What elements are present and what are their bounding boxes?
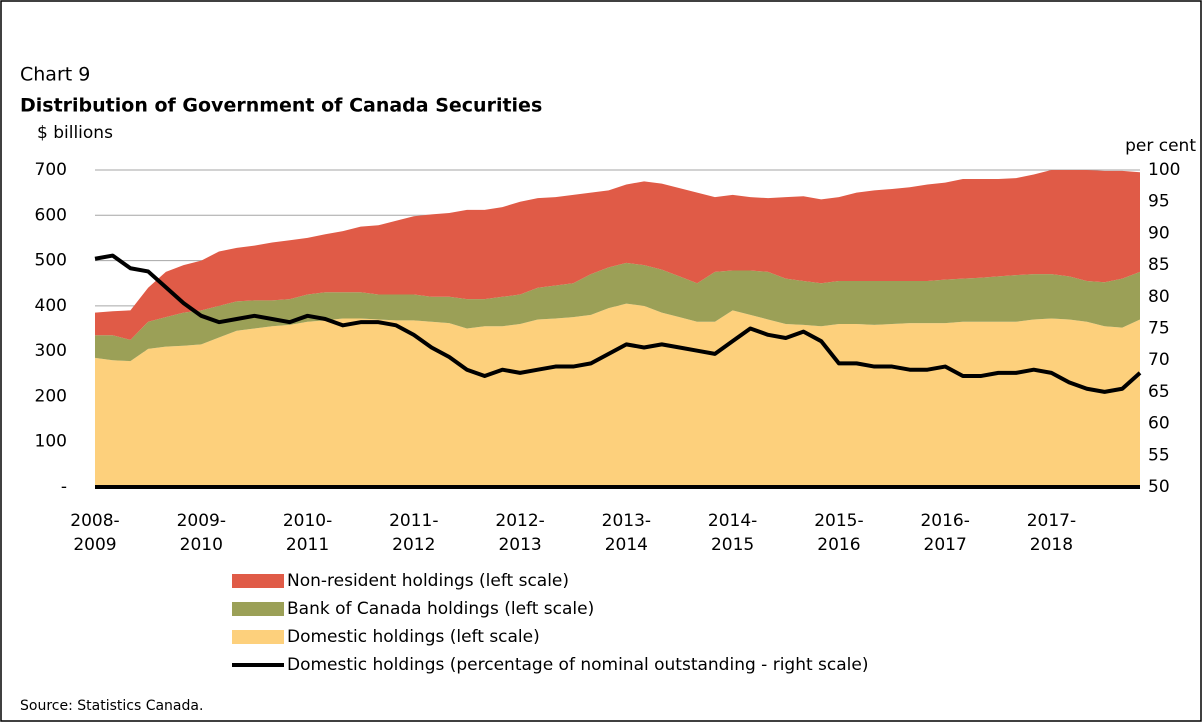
y2-tick-label: 50 xyxy=(1148,477,1170,497)
x-tick-label: 2009-2010 xyxy=(177,511,226,555)
x-tick-label: 2015-2016 xyxy=(814,511,863,555)
legend-swatch xyxy=(232,630,284,644)
chart-title: Distribution of Government of Canada Sec… xyxy=(20,95,542,117)
x-tick-label: 2008-2009 xyxy=(70,511,119,555)
area xyxy=(95,170,1140,340)
chart-label: Chart 9 xyxy=(20,64,90,86)
y2-tick-label: 80 xyxy=(1148,287,1170,307)
y2-tick-label: 100 xyxy=(1148,160,1180,180)
area xyxy=(95,262,1140,362)
legend-label: Domestic holdings (left scale) xyxy=(287,627,540,647)
y2-tick-label: 65 xyxy=(1148,382,1170,402)
x-tick-label: 2017-2018 xyxy=(1027,511,1076,555)
y2-tick-label: 75 xyxy=(1148,319,1170,339)
legend-label: Bank of Canada holdings (left scale) xyxy=(287,599,594,619)
x-tick-label: 2011-2012 xyxy=(389,511,438,555)
y2-tick-label: 90 xyxy=(1148,223,1170,243)
legend-swatch xyxy=(232,602,284,616)
source: Source: Statistics Canada. xyxy=(20,698,203,714)
line xyxy=(94,253,1142,394)
y-tick-label: 600 xyxy=(35,205,67,225)
y-tick-label: 700 xyxy=(35,160,67,180)
y-axis-label: $ billions xyxy=(37,123,113,143)
y-tick-label: 100 xyxy=(35,432,67,452)
x-tick-label: 2014-2015 xyxy=(708,511,757,555)
x-tick-label: 2013-2014 xyxy=(602,511,651,555)
legend-swatch xyxy=(232,574,284,588)
y2-tick-label: 60 xyxy=(1148,414,1170,434)
y-tick-label: 200 xyxy=(35,386,67,406)
x-tick-label: 2012-2013 xyxy=(495,511,544,555)
legend-label: Non-resident holdings (left scale) xyxy=(287,571,569,591)
y-tick-label: - xyxy=(61,477,67,497)
y-tick-label: 500 xyxy=(35,251,67,271)
y-tick-label: 400 xyxy=(35,296,67,316)
x-tick-label: 2010-2011 xyxy=(283,511,332,555)
area xyxy=(95,303,1140,487)
y2-tick-label: 85 xyxy=(1148,255,1170,275)
y-tick-label: 300 xyxy=(35,341,67,361)
y2-axis-label: per cent xyxy=(1125,136,1196,156)
y2-tick-label: 70 xyxy=(1148,350,1170,370)
y2-tick-label: 95 xyxy=(1148,192,1170,212)
y2-tick-label: 55 xyxy=(1148,445,1170,465)
legend-label: Domestic holdings (percentage of nominal… xyxy=(287,655,869,675)
x-tick-label: 2016-2017 xyxy=(920,511,969,555)
